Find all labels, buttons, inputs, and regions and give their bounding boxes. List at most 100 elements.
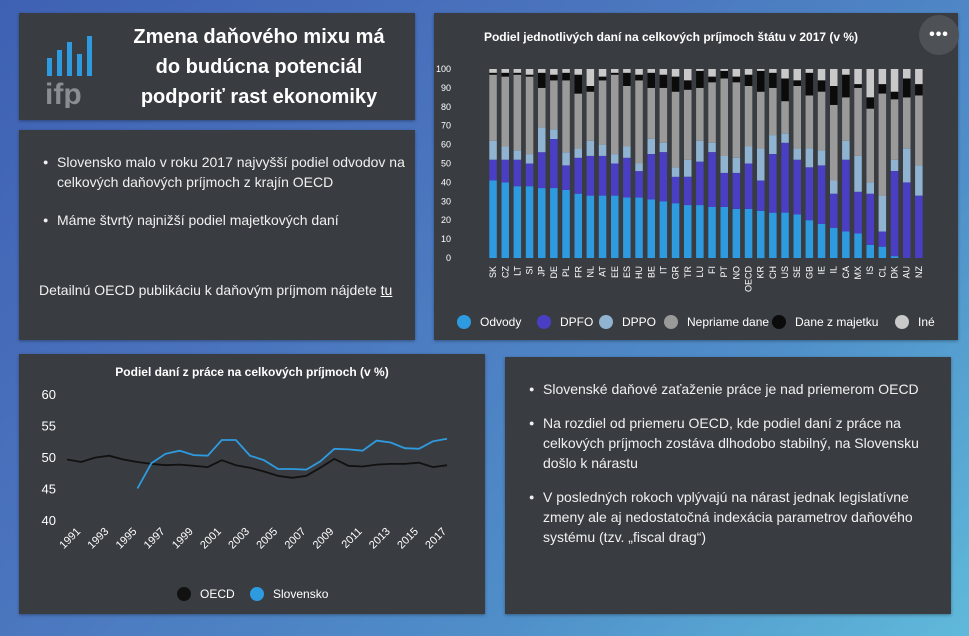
- bar-segment-odvody: [489, 180, 497, 258]
- bar-segment-dpfo: [611, 163, 619, 196]
- bar-segment-dppo: [684, 159, 692, 177]
- bar-segment-nepriame: [890, 99, 899, 160]
- bar-segment-odvody: [671, 203, 680, 258]
- logo-bar: [77, 54, 82, 76]
- y-tick-label: 30: [441, 196, 451, 206]
- bar-segment-ine: [696, 69, 704, 71]
- x-tick-label: 2017: [423, 526, 449, 552]
- bar-segment-ine: [793, 69, 801, 81]
- bar-segment-dppo: [854, 155, 862, 192]
- bar-segment-nepriame: [525, 76, 534, 155]
- bar-segment-dpfo: [769, 154, 777, 213]
- bar-segment-nepriame: [623, 86, 631, 147]
- x-category-label: IT: [658, 265, 668, 274]
- bar-segment-dpfo: [489, 159, 497, 181]
- bar-segment-majetok: [647, 72, 655, 88]
- title-line: do budúcna potenciál: [155, 56, 363, 78]
- bar-segment-dpfo: [671, 176, 680, 204]
- more-options-button[interactable]: •••: [919, 15, 959, 55]
- bar-segment-majetok: [562, 72, 570, 81]
- y-tick-label: 70: [441, 121, 451, 131]
- bar-segment-nepriame: [732, 82, 741, 158]
- bar-segment-ine: [525, 69, 534, 75]
- bar-segment-majetok: [793, 80, 801, 86]
- bar-segment-dpfo: [878, 231, 887, 247]
- x-tick-label: 1997: [142, 526, 168, 552]
- bar-segment-majetok: [866, 97, 874, 109]
- bar-segment-ine: [854, 69, 862, 85]
- x-category-label: IL: [829, 266, 839, 274]
- x-category-label: OECD: [744, 266, 754, 293]
- x-tick-label: 2015: [395, 526, 421, 552]
- bar-segment-odvody: [866, 244, 874, 258]
- bar-segment-nepriame: [842, 97, 850, 141]
- bar-segment-odvody: [538, 188, 546, 258]
- bar-segment-ine: [732, 69, 741, 77]
- bar-segment-dpfo: [842, 159, 850, 232]
- bar-segment-odvody: [647, 199, 655, 258]
- legend-marker-majetok: [772, 315, 786, 329]
- bar-segment-odvody: [574, 193, 582, 258]
- legend-label: Nepriame dane: [687, 315, 769, 329]
- bar-segment-majetok: [781, 78, 789, 102]
- bar-segment-odvody: [793, 214, 801, 258]
- bar-segment-nepriame: [574, 93, 582, 149]
- bar-segment-dpfo: [830, 193, 838, 228]
- x-category-label: DK: [890, 266, 900, 279]
- legend-label: Dane z majetku: [795, 315, 878, 329]
- bar-segment-dpfo: [538, 152, 546, 189]
- bar-segment-majetok: [854, 84, 862, 88]
- bar-segment-dppo: [586, 140, 595, 156]
- legend-label: Odvody: [480, 315, 521, 329]
- bar-segment-dppo: [915, 165, 923, 196]
- title-line: podporiť rast ekonomiky: [140, 86, 378, 108]
- bar-segment-ine: [538, 69, 546, 73]
- bar-segment-dppo: [769, 135, 777, 154]
- y-tick-label: 50: [441, 159, 451, 169]
- bar-segment-dpfo: [781, 142, 789, 213]
- bar-segment-dppo: [842, 140, 850, 160]
- bar-segment-majetok: [842, 74, 850, 98]
- x-category-label: CZ: [500, 266, 510, 278]
- bar-segment-nepriame: [757, 91, 765, 149]
- x-tick-label: 1993: [86, 526, 112, 552]
- bar-segment-nepriame: [611, 74, 619, 155]
- bar-segment-majetok: [489, 72, 497, 75]
- logo-bar: [57, 50, 62, 76]
- x-category-label: BE: [646, 266, 656, 278]
- bar-segment-ine: [611, 69, 619, 73]
- bar-segment-dppo: [574, 148, 582, 158]
- bar-segment-dpfo: [501, 159, 509, 183]
- bar-segment-dppo: [489, 140, 497, 160]
- x-tick-label: 2007: [283, 526, 309, 552]
- bar-segment-odvody: [781, 212, 789, 258]
- bar-segment-dpfo: [635, 171, 643, 198]
- series-line-sk_line: [136, 437, 448, 489]
- bar-segment-dppo: [647, 138, 655, 154]
- bar-segment-dppo: [805, 148, 814, 168]
- x-category-label: EE: [610, 266, 620, 278]
- x-category-label: CA: [841, 266, 851, 279]
- x-category-label: SI: [525, 266, 535, 275]
- y-tick-label: 20: [441, 215, 451, 225]
- x-category-label: GR: [671, 265, 681, 279]
- bar-segment-dpfo: [793, 159, 801, 215]
- publication-link[interactable]: tu: [380, 282, 393, 298]
- bar-segment-nepriame: [854, 87, 862, 156]
- bar-segment-majetok: [513, 72, 522, 75]
- bar-segment-dpfo: [623, 157, 631, 198]
- bar-segment-nepriame: [903, 97, 911, 149]
- tax-structure-chart: Podiel jednotlivých daní na celkových pr…: [436, 30, 935, 329]
- bar-segment-ine: [757, 69, 765, 71]
- bar-segment-dpfo: [586, 155, 595, 196]
- info-panel: Slovensko malo v roku 2017 najvyšší podi…: [19, 130, 415, 340]
- x-category-label: SE: [792, 266, 802, 278]
- bar-segment-dppo: [708, 142, 716, 153]
- y-tick-label: 60: [42, 387, 56, 402]
- bar-segment-odvody: [659, 201, 668, 258]
- bar-segment-majetok: [586, 86, 595, 92]
- bar-segment-dpfo: [720, 172, 728, 207]
- bar-segment-dpfo: [903, 182, 911, 258]
- commentary-panel: Slovenské daňové zaťaženie práce je nad …: [505, 357, 951, 614]
- bar-segment-majetok: [696, 70, 704, 88]
